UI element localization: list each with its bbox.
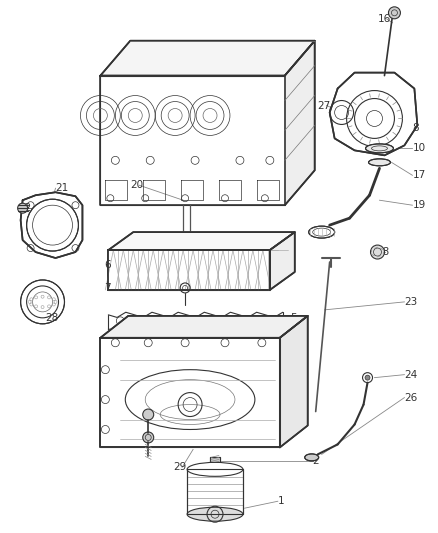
Text: 3: 3 — [108, 437, 115, 447]
Text: 6: 6 — [104, 260, 111, 270]
Text: 27: 27 — [318, 101, 331, 110]
Text: 26: 26 — [404, 393, 418, 402]
Text: 10: 10 — [413, 143, 425, 154]
Ellipse shape — [187, 507, 243, 521]
Text: 1: 1 — [278, 496, 284, 506]
Polygon shape — [100, 316, 308, 338]
Text: 24: 24 — [404, 370, 418, 379]
Text: 2: 2 — [313, 456, 319, 466]
Text: 28: 28 — [46, 313, 59, 323]
Text: 4: 4 — [99, 397, 105, 407]
Circle shape — [365, 375, 370, 380]
Text: 19: 19 — [413, 200, 426, 210]
Circle shape — [27, 199, 78, 251]
Text: 23: 23 — [404, 297, 418, 307]
Polygon shape — [100, 76, 285, 205]
Polygon shape — [108, 250, 270, 290]
Circle shape — [371, 245, 385, 259]
Ellipse shape — [366, 144, 393, 153]
Circle shape — [143, 409, 154, 420]
Circle shape — [18, 203, 28, 213]
Text: 8: 8 — [413, 124, 419, 133]
Text: 20: 20 — [130, 180, 143, 190]
Ellipse shape — [187, 462, 243, 477]
Polygon shape — [280, 316, 308, 447]
Text: 29: 29 — [173, 462, 187, 472]
Text: 22: 22 — [19, 203, 32, 213]
Ellipse shape — [309, 226, 335, 238]
Polygon shape — [187, 470, 243, 514]
Circle shape — [389, 7, 400, 19]
Polygon shape — [100, 338, 280, 447]
Polygon shape — [100, 338, 280, 447]
Circle shape — [143, 432, 154, 443]
Polygon shape — [100, 41, 314, 76]
Text: 17: 17 — [413, 170, 426, 180]
Polygon shape — [330, 72, 417, 155]
Text: 7: 7 — [104, 283, 111, 293]
Polygon shape — [270, 232, 295, 290]
Text: 16: 16 — [378, 14, 391, 24]
Text: 21: 21 — [56, 183, 69, 193]
Polygon shape — [285, 41, 314, 205]
Polygon shape — [21, 192, 82, 258]
Ellipse shape — [305, 454, 319, 461]
Polygon shape — [108, 250, 270, 290]
Text: 18: 18 — [377, 247, 390, 257]
Ellipse shape — [368, 159, 390, 166]
Polygon shape — [108, 232, 295, 250]
Text: 5: 5 — [290, 313, 297, 323]
Circle shape — [21, 280, 64, 324]
Polygon shape — [210, 457, 220, 467]
